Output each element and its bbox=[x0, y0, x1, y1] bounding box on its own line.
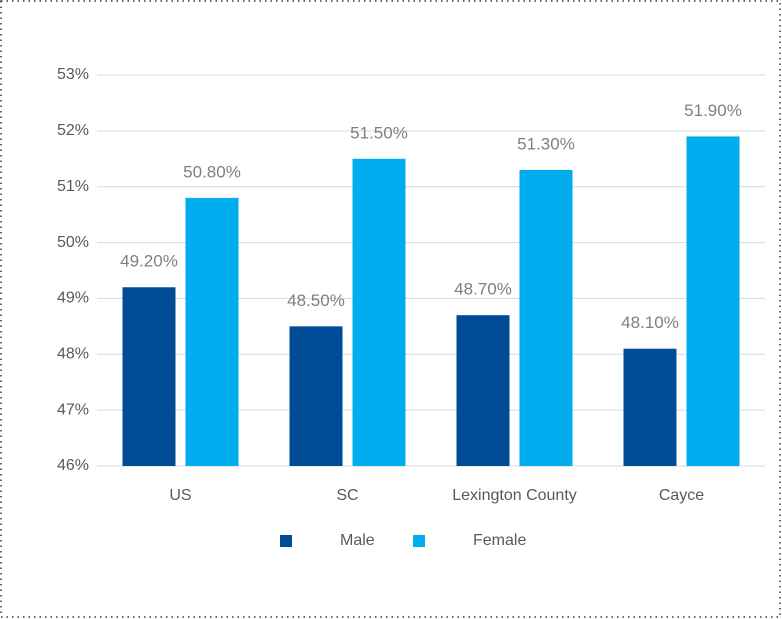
y-tick-label: 53% bbox=[57, 66, 89, 83]
value-label: 48.50% bbox=[287, 291, 345, 310]
x-tick-label: Lexington County bbox=[452, 487, 577, 504]
value-label: 51.50% bbox=[350, 123, 408, 142]
y-tick-label: 50% bbox=[57, 234, 89, 251]
legend-swatch bbox=[280, 535, 292, 547]
bar bbox=[623, 348, 677, 466]
bar bbox=[289, 326, 343, 466]
y-tick-label: 49% bbox=[57, 290, 89, 307]
y-tick-label: 47% bbox=[57, 401, 89, 418]
bar bbox=[456, 315, 510, 466]
value-label: 51.90% bbox=[684, 101, 742, 120]
bar bbox=[519, 169, 573, 466]
y-tick-label: 51% bbox=[57, 178, 89, 195]
legend-label: Male bbox=[340, 532, 375, 549]
value-label: 49.20% bbox=[120, 252, 178, 271]
bar bbox=[122, 287, 176, 466]
legend-swatch bbox=[413, 535, 425, 547]
bar bbox=[352, 158, 406, 467]
value-label: 51.30% bbox=[517, 134, 575, 153]
bar bbox=[185, 197, 239, 466]
value-label: 48.70% bbox=[454, 280, 512, 299]
y-tick-label: 46% bbox=[57, 457, 89, 474]
value-label: 48.10% bbox=[621, 313, 679, 332]
x-tick-label: Cayce bbox=[659, 487, 704, 504]
x-tick-label: SC bbox=[336, 487, 358, 504]
y-tick-label: 52% bbox=[57, 122, 89, 139]
value-label: 50.80% bbox=[183, 162, 241, 181]
legend-label: Female bbox=[473, 532, 526, 549]
x-tick-label: US bbox=[169, 487, 191, 504]
bar bbox=[686, 136, 740, 466]
y-tick-label: 48% bbox=[57, 346, 89, 363]
